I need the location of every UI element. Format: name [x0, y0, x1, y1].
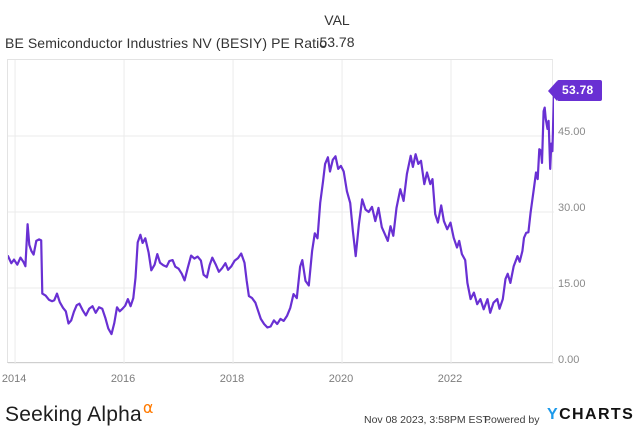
legend-value-column: VAL 53.78 — [316, 12, 358, 50]
seeking-alpha-logo[interactable]: Seeking Alphaα — [5, 398, 154, 427]
x-tick-label: 2014 — [1, 373, 27, 385]
y-tick-label: 30.00 — [558, 202, 586, 214]
x-tick-label: 2018 — [219, 373, 245, 385]
tag-arrow-icon — [548, 80, 557, 101]
x-tick-label: 2020 — [328, 373, 354, 385]
last-value-tag: 53.78 — [548, 80, 602, 101]
pe-ratio-series-line — [8, 90, 554, 336]
val-column-header: VAL — [324, 12, 350, 28]
pe-ratio-line-chart — [8, 60, 554, 364]
y-tick-label: 15.00 — [558, 278, 586, 290]
ycharts-logo-y: Y — [547, 406, 560, 423]
last-value-tag-text: 53.78 — [557, 80, 602, 101]
chart-title: BE Semiconductor Industries NV (BESIY) P… — [5, 35, 328, 51]
x-tick-label: 2016 — [110, 373, 136, 385]
chart-timestamp: Nov 08 2023, 3:58PM EST. — [364, 414, 491, 426]
ycharts-logo[interactable]: YCHARTS — [547, 406, 634, 424]
x-tick-label: 2022 — [437, 373, 463, 385]
ycharts-logo-charts: CHARTS — [559, 406, 635, 423]
seeking-alpha-alpha-icon: α — [142, 398, 154, 417]
chart-plot-area[interactable] — [7, 59, 554, 364]
val-current-value: 53.78 — [319, 34, 355, 50]
seeking-alpha-logo-text: Seeking Alpha — [5, 403, 142, 426]
y-tick-label: 45.00 — [558, 126, 586, 138]
powered-by-label: Powered by — [484, 414, 540, 426]
y-tick-label: 0.00 — [558, 354, 580, 366]
